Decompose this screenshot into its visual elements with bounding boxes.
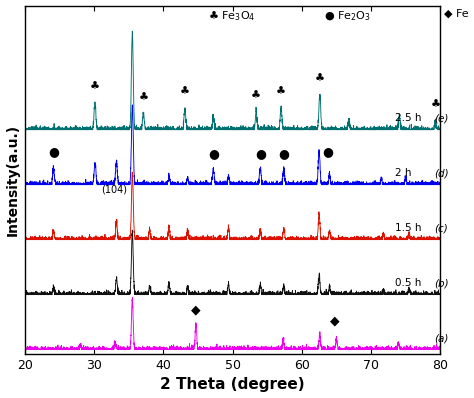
Text: (b): (b): [435, 279, 449, 289]
Text: ♣: ♣: [276, 87, 286, 97]
Text: (e): (e): [435, 113, 449, 123]
Text: ♣: ♣: [315, 74, 325, 84]
Text: ●: ●: [278, 147, 289, 160]
Text: 2 h: 2 h: [395, 168, 412, 178]
Text: ◆: ◆: [330, 314, 340, 328]
Y-axis label: Intensity(a.u.): Intensity(a.u.): [6, 124, 19, 236]
Text: (d): (d): [435, 168, 449, 178]
Text: (c): (c): [435, 223, 448, 234]
Text: ●: ●: [48, 145, 59, 158]
Text: (104): (104): [101, 184, 128, 194]
Text: ◆: ◆: [191, 304, 201, 317]
Text: ◆ Fe: ◆ Fe: [444, 9, 469, 19]
Text: ♣: ♣: [180, 87, 190, 97]
Text: 0.5 h: 0.5 h: [395, 279, 421, 289]
X-axis label: 2 Theta (degree): 2 Theta (degree): [160, 377, 305, 392]
Text: ♣ Fe$_3$O$_4$: ♣ Fe$_3$O$_4$: [208, 9, 255, 23]
Text: ♣: ♣: [430, 100, 440, 110]
Text: 2.5 h: 2.5 h: [395, 113, 422, 123]
Text: ●: ●: [323, 145, 334, 158]
Text: ●: ●: [208, 147, 219, 160]
Text: ♣: ♣: [138, 93, 148, 103]
Text: ● Fe$_2$O$_3$: ● Fe$_2$O$_3$: [324, 9, 371, 23]
Text: 1.5 h: 1.5 h: [395, 223, 422, 234]
Text: (a): (a): [435, 334, 449, 343]
Text: ●: ●: [255, 147, 266, 160]
Text: ♣: ♣: [90, 82, 100, 92]
Text: ♣: ♣: [251, 91, 261, 101]
